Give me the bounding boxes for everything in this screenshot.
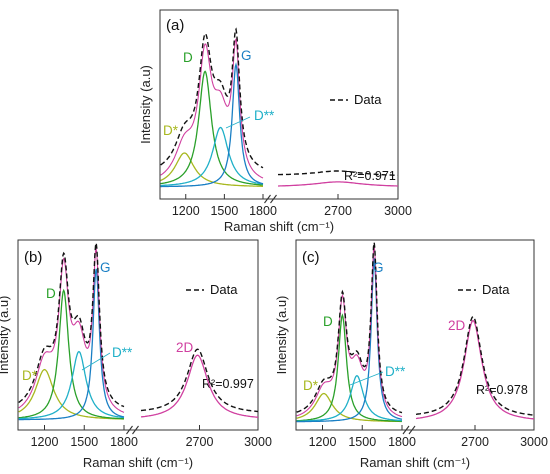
x-tick-label: 1200 (31, 435, 59, 449)
panel-b: (b) Intensity (a.u) Raman shift (cm⁻¹) R… (0, 239, 272, 470)
peak-d-curve (296, 313, 403, 422)
panel-c: (c) Intensity (a.u) Raman shift (cm⁻¹) R… (274, 239, 548, 470)
peak-d-curve (18, 288, 124, 420)
peak-label-d: D (46, 286, 56, 301)
x-tick-label: 1500 (210, 204, 238, 218)
x-tick-label: 2700 (186, 435, 214, 449)
x-tick-label: 3000 (384, 204, 412, 218)
peak-g-curve (160, 62, 264, 188)
peak-g-curve (296, 258, 403, 423)
x-axis-label: Raman shift (cm⁻¹) (83, 455, 193, 470)
axis-break-mark (408, 425, 416, 435)
peak-label-leader-line (81, 352, 111, 371)
cumulative-fit-curve (296, 246, 403, 418)
x-tick-label: 1200 (309, 435, 337, 449)
peak-label-ds: D* (303, 378, 319, 393)
peak-2d-curve (415, 319, 535, 420)
peak-label-leader-line (349, 371, 384, 386)
peak-label-g: G (241, 48, 252, 63)
peak-label-g: G (373, 260, 384, 275)
plot-frame (295, 239, 535, 431)
panel-label: (c) (302, 249, 320, 266)
axis-break-mark (126, 425, 133, 435)
legend-data-label: Data (354, 92, 382, 107)
x-tick-label: 2700 (324, 204, 352, 218)
legend-data-label: Data (210, 282, 238, 297)
fitted-peaks (18, 242, 259, 421)
x-tick-label: 3000 (520, 435, 548, 449)
peak-label-dss: D** (112, 345, 133, 360)
data-curve-segment-2 (278, 170, 398, 176)
plot-frame (159, 9, 399, 200)
x-tick-label: 1200 (172, 204, 200, 218)
x-tick-label: 1500 (70, 435, 98, 449)
axis-break-mark (270, 194, 277, 204)
r-squared-label: R²=0.997 (202, 377, 254, 391)
peak-label-d: D (323, 314, 333, 329)
axis-break-mark (402, 425, 410, 435)
x-axis-ticks: 1200 1500 1800 2700 3000 (309, 425, 548, 449)
peak-labels: D* D D** G 2D (303, 260, 466, 393)
peak-d-curve (160, 70, 264, 186)
x-axis-label: Raman shift (cm⁻¹) (224, 219, 334, 234)
fitted-peaks (296, 242, 535, 423)
peak-label-2d: 2D (448, 318, 466, 333)
x-tick-label: 1800 (249, 204, 277, 218)
x-tick-label: 1800 (388, 435, 416, 449)
x-tick-label: 3000 (244, 435, 272, 449)
axis-break-mark (132, 425, 139, 435)
x-axis-label: Raman shift (cm⁻¹) (360, 455, 470, 470)
peak-ds-curve (18, 368, 124, 420)
peak-label-d: D (183, 50, 193, 65)
x-tick-label: 1500 (348, 435, 376, 449)
y-axis-label: Intensity (a.u) (138, 65, 153, 144)
x-axis-ticks: 1200 1500 1800 2700 3000 (172, 194, 412, 218)
peak-labels: D* D D** G (163, 48, 275, 138)
data-curve-segment-1 (160, 27, 264, 169)
peak-label-leader-line (225, 116, 251, 129)
y-axis-label: Intensity (a.u) (0, 296, 11, 375)
data-curve-segment-2 (415, 315, 535, 416)
fitted-peaks (160, 27, 398, 188)
data-curve-segment-2 (140, 348, 259, 413)
peak-label-g: G (100, 260, 111, 275)
peak-2d-curve (140, 354, 259, 418)
plot-frame (17, 239, 259, 431)
r-squared-label: R²=0.971 (344, 169, 396, 183)
peak-label-ds: D* (163, 123, 179, 138)
peak-dss-curve (18, 350, 125, 420)
panel-label: (a) (166, 17, 184, 34)
data-curve-segment-1 (18, 242, 125, 408)
peak-dss-curve (160, 126, 264, 187)
peak-label-ds: D* (22, 368, 38, 383)
peak-ds-curve (160, 152, 263, 187)
peak-2d-curve (278, 181, 398, 187)
legend-data-label: Data (482, 282, 510, 297)
peak-labels: D* D D** G 2D (22, 260, 194, 383)
panel-a: (a) Intensity (a.u) Raman shift (cm⁻¹) R… (138, 9, 412, 234)
cumulative-fit-curve (160, 37, 264, 179)
panel-label: (b) (24, 249, 42, 266)
r-squared-label: R²=0.978 (476, 383, 528, 397)
x-tick-label: 2700 (461, 435, 489, 449)
x-tick-label: 1800 (110, 435, 138, 449)
peak-label-dss: D** (385, 364, 406, 379)
axis-break-mark (264, 194, 271, 204)
y-axis-label: Intensity (a.u) (274, 296, 289, 375)
peak-g-curve (18, 268, 125, 421)
x-axis-ticks: 1200 1500 1800 2700 3000 (31, 425, 272, 449)
peak-dss-curve (296, 374, 402, 422)
peak-label-2d: 2D (176, 340, 194, 355)
cumulative-fit-curve (18, 248, 125, 413)
peak-label-dss: D** (254, 108, 275, 123)
